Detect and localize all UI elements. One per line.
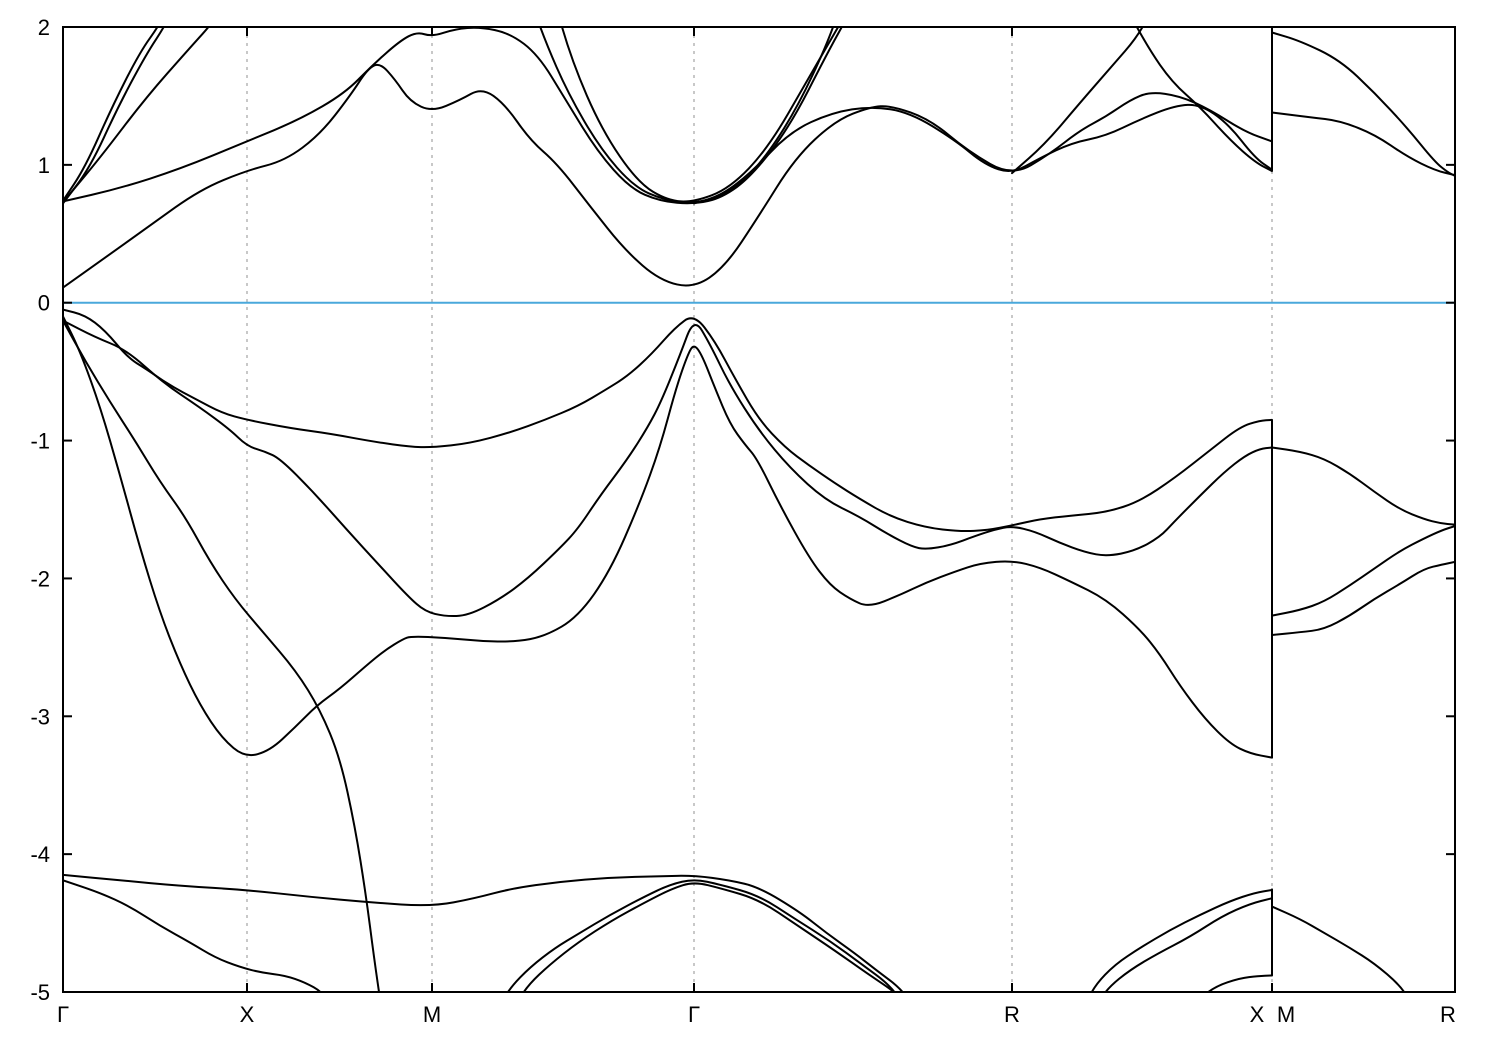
y-tick-label: -3	[30, 704, 50, 729]
band-curve-low-band-L1	[63, 873, 904, 992]
band-curve-val-steep-dropper	[63, 319, 381, 992]
band-curve-panel2-top-T1	[1271, 31, 1455, 177]
band-curve-cond-steep-pair-b	[63, 27, 165, 205]
y-tick-label: 2	[38, 15, 50, 40]
band-curve-cond-band-H	[693, 103, 1273, 205]
band-curve-cond-band-C	[63, 27, 843, 205]
band-curve-cond-band-G	[560, 27, 840, 203]
y-tick-label: -1	[30, 429, 50, 454]
y-tick-label: -2	[30, 566, 50, 591]
y-tick-label: 0	[38, 291, 50, 316]
band-curve-cond-R-riser	[1011, 27, 1144, 175]
y-tick-label: -4	[30, 842, 50, 867]
band-curve-panel2-val-U1	[1271, 446, 1455, 526]
band-curve-low-band-P2	[522, 882, 896, 992]
band-curve-cond-steep-pair-a	[63, 27, 159, 202]
x-tick-label: Γ	[688, 1002, 700, 1027]
band-curve-low-band-Q2	[1104, 897, 1273, 992]
x-tick-label: R	[1004, 1002, 1020, 1027]
band-curve-cond-steep-single	[63, 27, 210, 204]
band-curve-panel2-top-T2	[1271, 111, 1455, 177]
y-tick-label: 1	[38, 153, 50, 178]
band-curve-val-band-deep	[63, 315, 1273, 759]
band-curve-cond-top-descender	[1135, 27, 1273, 173]
y-tick-label: -5	[30, 980, 50, 1005]
band-curve-low-band-Q3	[1206, 974, 1273, 992]
band-curve-cond-band-C2	[539, 27, 835, 204]
band-curve-panel2-val-U2	[1271, 525, 1455, 617]
band-curve-cond-band-D	[63, 63, 1273, 289]
x-tick-label: M	[423, 1002, 441, 1027]
band-curve-panel2-val-U3	[1271, 560, 1455, 636]
x-tick-label: R	[1440, 1002, 1456, 1027]
band-curve-low-band-P1	[506, 879, 896, 992]
band-curve-panel2-low-W1	[1271, 905, 1406, 992]
x-tick-label: X	[240, 1002, 255, 1027]
x-tick-label: X	[1250, 1002, 1265, 1027]
x-tick-label: M	[1277, 1002, 1295, 1027]
band-curve-val-band-V2	[63, 319, 1273, 618]
x-tick-label: Γ	[57, 1002, 69, 1027]
band-curve-low-band-Q1	[1090, 888, 1273, 992]
band-curve-low-band-L2	[63, 879, 322, 992]
band-curve-val-band-V1	[63, 308, 1273, 533]
plot-border	[62, 26, 1456, 993]
